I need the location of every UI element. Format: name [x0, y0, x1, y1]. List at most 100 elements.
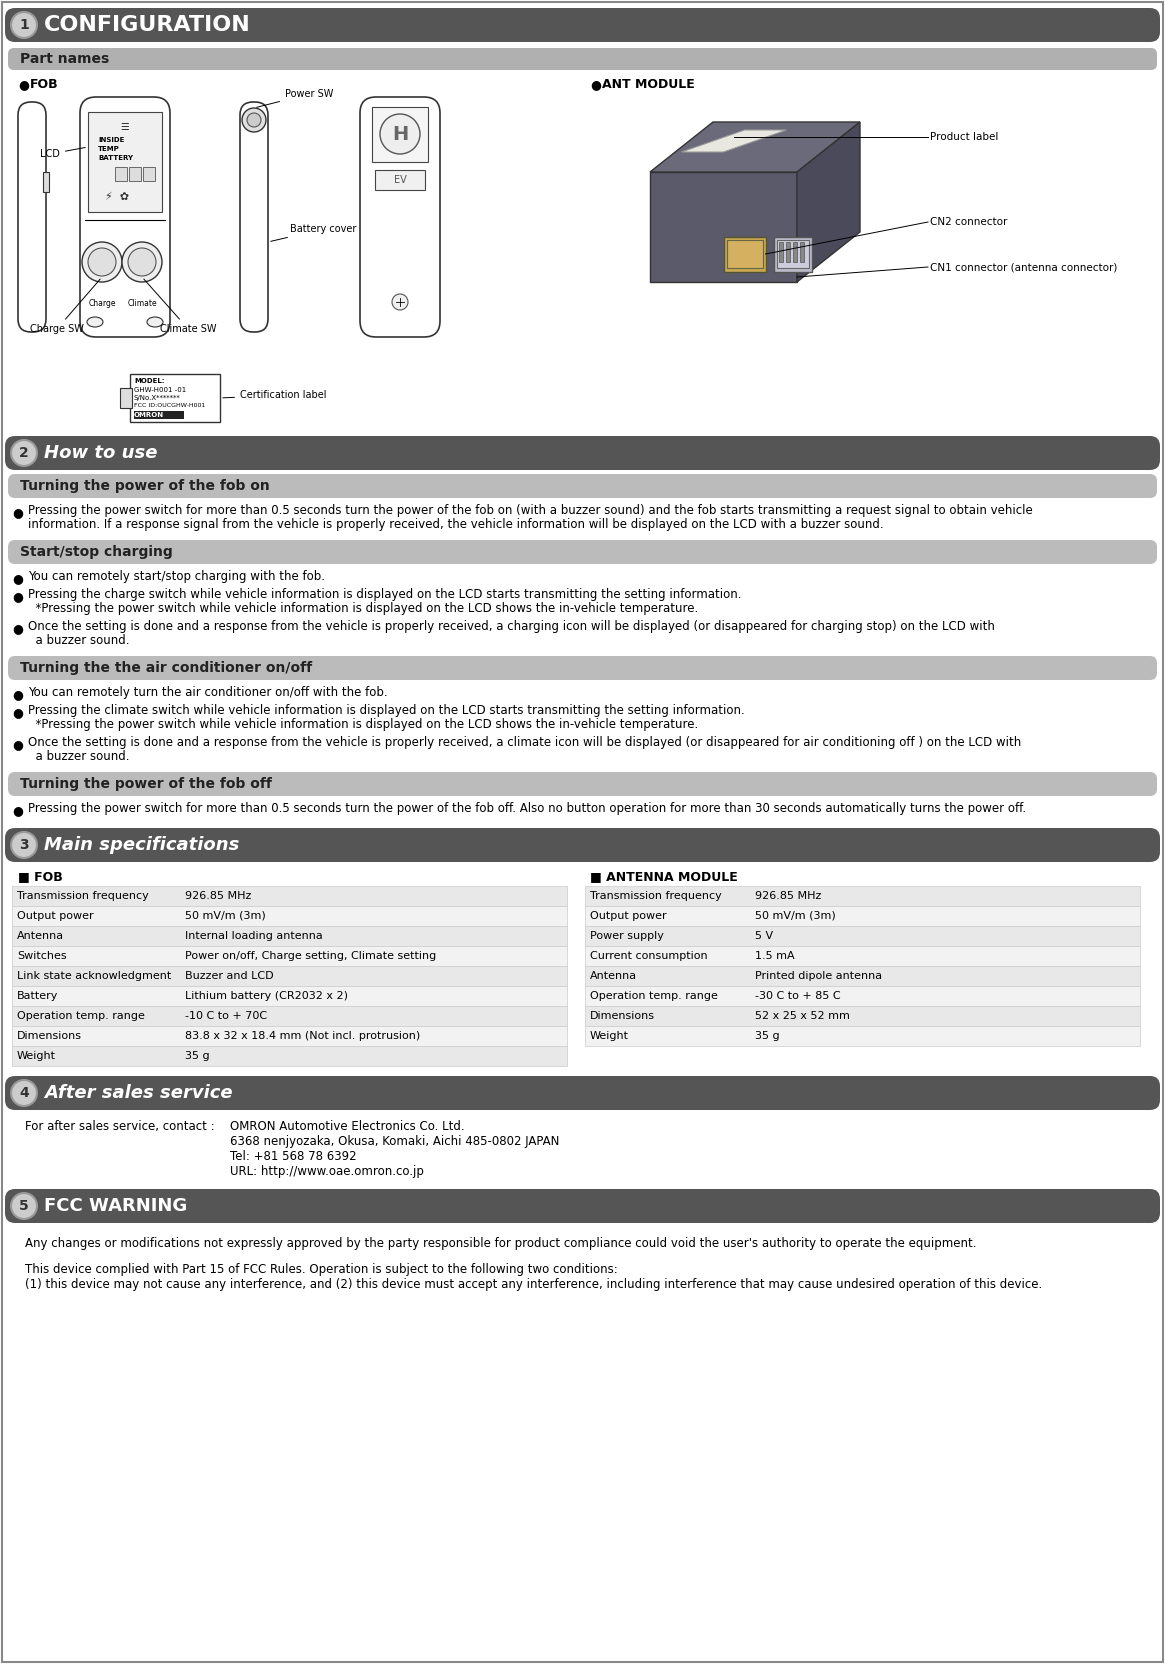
Text: Start/stop charging: Start/stop charging	[20, 546, 172, 559]
Text: TEMP: TEMP	[98, 146, 120, 151]
Text: Pressing the charge switch while vehicle information is displayed on the LCD sta: Pressing the charge switch while vehicle…	[28, 587, 741, 601]
Text: Operation temp. range: Operation temp. range	[17, 1012, 144, 1022]
FancyBboxPatch shape	[5, 8, 1160, 42]
FancyBboxPatch shape	[80, 97, 170, 338]
Text: GHW-H001 -01: GHW-H001 -01	[134, 388, 186, 393]
Text: You can remotely turn the air conditioner on/off with the fob.: You can remotely turn the air conditione…	[28, 686, 388, 699]
Bar	[585, 1007, 1141, 1027]
Text: 52 x 25 x 52 mm: 52 x 25 x 52 mm	[755, 1012, 850, 1022]
Bar	[12, 1027, 567, 1047]
Bar	[89, 111, 162, 211]
Text: Main specifications: Main specifications	[44, 835, 239, 854]
Text: Turning the power of the fob off: Turning the power of the fob off	[20, 777, 271, 790]
Bar	[12, 967, 567, 987]
Bar	[12, 987, 567, 1007]
Text: OMRON: OMRON	[134, 413, 164, 418]
Text: ■ ANTENNA MODULE: ■ ANTENNA MODULE	[589, 870, 737, 884]
Text: Charge: Charge	[89, 300, 115, 308]
Text: 50 mV/m (3m): 50 mV/m (3m)	[185, 910, 266, 920]
Text: Transmission frequency: Transmission frequency	[17, 890, 149, 900]
Text: Any changes or modifications not expressly approved by the party responsible for: Any changes or modifications not express…	[24, 1236, 976, 1250]
Ellipse shape	[87, 318, 103, 328]
Text: Dimensions: Dimensions	[589, 1012, 655, 1022]
Text: ●: ●	[13, 572, 23, 586]
FancyBboxPatch shape	[8, 48, 1157, 70]
Text: Printed dipole antenna: Printed dipole antenna	[755, 972, 882, 982]
Bar	[372, 106, 428, 161]
Bar	[134, 411, 184, 419]
Text: Climate: Climate	[127, 300, 157, 308]
Text: ⚡  ✿: ⚡ ✿	[105, 191, 129, 201]
Text: 83.8 x 32 x 18.4 mm (Not incl. protrusion): 83.8 x 32 x 18.4 mm (Not incl. protrusio…	[185, 1032, 421, 1042]
Text: 4: 4	[19, 1087, 29, 1100]
Text: ●: ●	[589, 78, 601, 92]
Bar	[12, 1007, 567, 1027]
Circle shape	[89, 248, 116, 276]
Text: Output power: Output power	[589, 910, 666, 920]
FancyBboxPatch shape	[240, 102, 268, 333]
Text: ●: ●	[17, 78, 29, 92]
Text: Buzzer and LCD: Buzzer and LCD	[185, 972, 274, 982]
Bar	[12, 885, 567, 905]
Text: 1: 1	[19, 18, 29, 32]
FancyBboxPatch shape	[8, 541, 1157, 564]
Circle shape	[391, 295, 408, 310]
Bar	[130, 374, 220, 423]
Bar	[723, 236, 765, 271]
Text: ANT MODULE: ANT MODULE	[602, 78, 694, 92]
Text: 5 V: 5 V	[755, 930, 774, 942]
Text: 50 mV/m (3m): 50 mV/m (3m)	[755, 910, 835, 920]
Text: ☰: ☰	[121, 121, 129, 131]
Text: ●: ●	[13, 706, 23, 719]
Bar	[792, 241, 797, 261]
Text: OMRON Automotive Electronics Co. Ltd.: OMRON Automotive Electronics Co. Ltd.	[230, 1120, 465, 1133]
Polygon shape	[650, 121, 860, 171]
Text: ●: ●	[13, 739, 23, 750]
Text: Power on/off, Charge setting, Climate setting: Power on/off, Charge setting, Climate se…	[185, 952, 436, 962]
Text: Once the setting is done and a response from the vehicle is properly received, a: Once the setting is done and a response …	[28, 621, 995, 632]
Bar	[778, 241, 783, 261]
Text: 926.85 MHz: 926.85 MHz	[185, 890, 252, 900]
Circle shape	[247, 113, 261, 126]
Text: This device complied with Part 15 of FCC Rules. Operation is subject to the foll: This device complied with Part 15 of FCC…	[24, 1263, 617, 1276]
Text: 6368 nenjyozaka, Okusa, Komaki, Aichi 485-0802 JAPAN: 6368 nenjyozaka, Okusa, Komaki, Aichi 48…	[230, 1135, 559, 1148]
Text: S/No.X*******: S/No.X*******	[134, 394, 181, 401]
Text: -10 C to + 70C: -10 C to + 70C	[185, 1012, 267, 1022]
Bar	[585, 1027, 1141, 1047]
Bar	[375, 170, 425, 190]
Text: Product label: Product label	[930, 131, 998, 141]
Text: 1.5 mA: 1.5 mA	[755, 952, 795, 962]
Text: Pressing the power switch for more than 0.5 seconds turn the power of the fob on: Pressing the power switch for more than …	[28, 504, 1032, 518]
Text: You can remotely start/stop charging with the fob.: You can remotely start/stop charging wit…	[28, 571, 325, 582]
Text: BATTERY: BATTERY	[98, 155, 133, 161]
Text: 2: 2	[19, 446, 29, 459]
Text: Tel: +81 568 78 6392: Tel: +81 568 78 6392	[230, 1150, 356, 1163]
Text: Dimensions: Dimensions	[17, 1032, 82, 1042]
Text: Current consumption: Current consumption	[589, 952, 707, 962]
Bar	[727, 240, 763, 268]
Circle shape	[82, 241, 122, 281]
Text: ●: ●	[13, 622, 23, 636]
Text: a buzzer sound.: a buzzer sound.	[28, 750, 129, 764]
Circle shape	[10, 832, 37, 859]
FancyBboxPatch shape	[8, 772, 1157, 795]
FancyBboxPatch shape	[17, 102, 45, 333]
Bar	[777, 240, 809, 268]
Text: URL: http://www.oae.omron.co.jp: URL: http://www.oae.omron.co.jp	[230, 1165, 424, 1178]
Bar	[774, 236, 812, 271]
Text: Climate SW: Climate SW	[143, 280, 217, 334]
Bar	[785, 241, 790, 261]
Text: H: H	[391, 125, 408, 143]
Text: Link state acknowledgment: Link state acknowledgment	[17, 972, 171, 982]
Text: Pressing the power switch for more than 0.5 seconds turn the power of the fob of: Pressing the power switch for more than …	[28, 802, 1026, 815]
Text: MODEL:: MODEL:	[134, 378, 164, 384]
Bar	[585, 987, 1141, 1007]
Text: FCC WARNING: FCC WARNING	[44, 1196, 188, 1215]
FancyBboxPatch shape	[8, 474, 1157, 498]
Text: 926.85 MHz: 926.85 MHz	[755, 890, 821, 900]
FancyBboxPatch shape	[8, 656, 1157, 681]
Text: 3: 3	[19, 839, 29, 852]
Bar	[585, 905, 1141, 925]
Text: (1) this device may not cause any interference, and (2) this device must accept : (1) this device may not cause any interf…	[24, 1278, 1043, 1291]
Text: Transmission frequency: Transmission frequency	[589, 890, 722, 900]
